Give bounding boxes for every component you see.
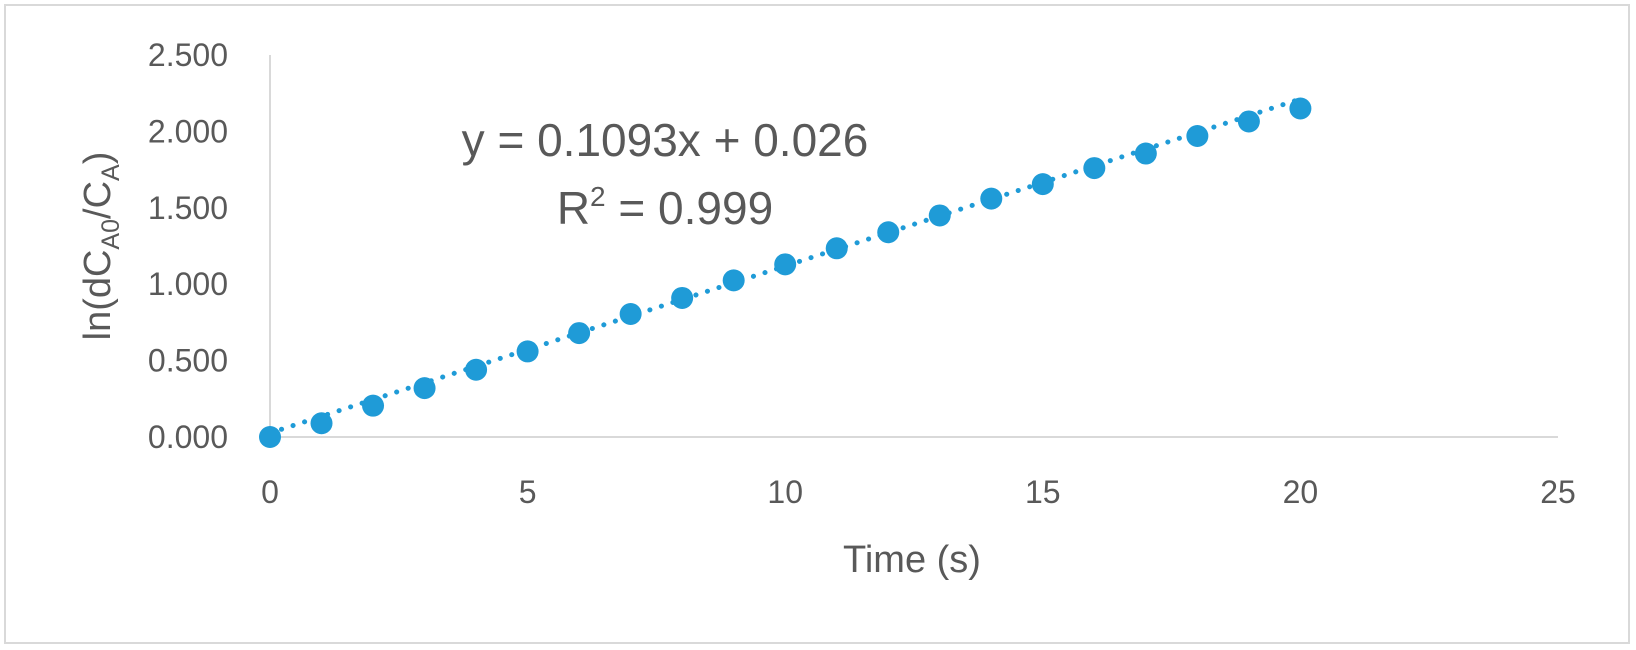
data-point (1237, 110, 1260, 133)
data-point (619, 302, 642, 325)
y-tick-label: 2.000 (148, 113, 228, 149)
data-point (310, 412, 333, 435)
data-point (362, 394, 385, 417)
y-axis-title: ln(dCA0/CA) (77, 152, 125, 341)
x-tick-label: 5 (519, 474, 537, 510)
r-squared-superscript: 2 (590, 181, 606, 212)
data-point (877, 221, 900, 244)
y-tick-label: 2.500 (148, 37, 228, 73)
data-point (568, 322, 591, 345)
y-tick-label: 0.000 (148, 419, 228, 455)
y-axis-title-sub1: A0 (97, 219, 125, 250)
y-tick-label: 0.500 (148, 343, 228, 379)
data-point (825, 237, 848, 260)
data-point (980, 187, 1003, 210)
data-point (1289, 97, 1312, 120)
data-point (722, 269, 745, 292)
trendline-equation: y = 0.1093x + 0.026 (462, 114, 869, 166)
trendline (267, 96, 1303, 436)
data-point (259, 426, 281, 448)
r-squared-prefix: R (557, 182, 590, 234)
trendline-layer (267, 96, 1303, 436)
data-point (1134, 142, 1157, 165)
data-point (1186, 124, 1209, 147)
x-tick-label: 10 (767, 474, 803, 510)
x-tick-label: 0 (261, 474, 279, 510)
y-tick-label: 1.000 (148, 266, 228, 302)
r-squared-value: = 0.999 (606, 182, 774, 234)
x-tick-label: 25 (1540, 474, 1576, 510)
data-point (774, 253, 797, 276)
data-point (928, 204, 951, 227)
axes (269, 55, 1558, 438)
chart-frame (4, 4, 1630, 644)
y-axis-title-suffix: ) (77, 152, 119, 165)
data-point (465, 358, 488, 381)
y-tick-labels: 0.000 0.500 1.000 1.500 2.000 2.500 (148, 37, 228, 455)
y-tick-label: 1.500 (148, 190, 228, 226)
y-axis-title-sub2: A (97, 164, 125, 181)
r-squared-label: R2 = 0.999 (557, 181, 773, 234)
x-tick-label: 20 (1283, 474, 1319, 510)
x-axis-title: Time (s) (843, 539, 981, 581)
y-axis-title-middle: /C (77, 181, 119, 219)
x-tick-label: 15 (1025, 474, 1061, 510)
x-tick-labels: 0 5 10 15 20 25 (261, 474, 1576, 510)
data-points (259, 97, 1312, 448)
data-point (1031, 173, 1054, 196)
data-point (413, 377, 436, 400)
data-point (516, 340, 539, 363)
data-point (1083, 157, 1106, 180)
y-axis-title-prefix: ln(dC (77, 250, 119, 341)
data-point (671, 286, 694, 309)
